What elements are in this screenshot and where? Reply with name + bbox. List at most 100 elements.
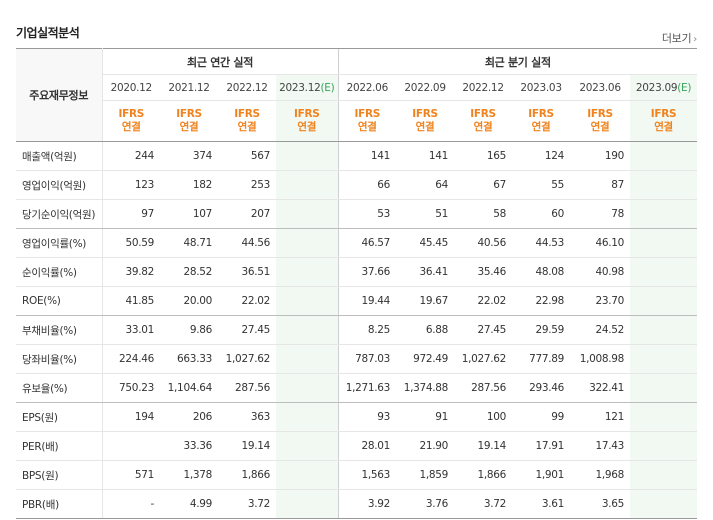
quarter-value-cell: 51: [396, 199, 455, 229]
quarter-value-cell: [630, 199, 698, 229]
annual-value-cell: 20.00: [160, 286, 218, 316]
quarter-value-cell: 45.45: [396, 228, 455, 258]
quarter-value-cell: 165: [454, 141, 513, 171]
quarter-value-cell: 36.41: [396, 257, 455, 287]
annual-value-cell: 9.86: [160, 315, 218, 345]
quarter-value-cell: 1,563: [337, 460, 397, 490]
table-row: BPS(원) 571 1,378 1,866 1,563 1,859 1,866 1,901 1…: [16, 460, 698, 490]
accounting-standard-header: IFRS 연결: [337, 100, 397, 142]
annual-value-cell: 50.59: [102, 228, 160, 258]
quarter-value-cell: [630, 257, 698, 287]
quarter-value-cell: 46.57: [337, 228, 397, 258]
quarter-period-header: 2023.03: [512, 74, 571, 101]
quarter-value-cell: 66: [337, 170, 397, 200]
quarter-period-header: 2022.12: [454, 74, 513, 101]
quarter-value-cell: 87: [570, 170, 631, 200]
quarter-value-cell: 1,027.62: [454, 344, 513, 374]
quarter-period-header: 2022.06: [337, 74, 397, 101]
quarter-value-cell: 293.46: [512, 373, 571, 403]
quarter-group-header: 최근 분기 실적: [337, 48, 698, 75]
table-row: PBR(배) -4.99 3.72 3.92 3.76 3.72 3.61 3.65: [16, 489, 698, 519]
quarter-value-cell: 29.59: [512, 315, 571, 345]
quarter-value-cell: 121: [570, 402, 631, 432]
quarter-value-cell: 93: [337, 402, 397, 432]
quarter-value-cell: 787.03: [337, 344, 397, 374]
quarter-value-cell: 28.01: [337, 431, 397, 461]
more-link[interactable]: 더보기 ›: [662, 30, 697, 46]
annual-value-cell: 363: [218, 402, 276, 432]
financial-summary-table: 주요재무정보 최근 연간 실적 최근 분기 실적 2020.12 2021.12 2…: [16, 48, 698, 519]
annual-period-header: 2020.12: [102, 74, 160, 101]
quarter-value-cell: 17.43: [570, 431, 631, 461]
table-row: 부채비율(%) 33.01 9.86 27.45 8.25 6.88 27.45 29.59 2…: [16, 315, 698, 345]
annual-value-cell: [276, 141, 339, 171]
annual-value-cell: 3.72: [218, 489, 276, 519]
section-title: 기업실적분석: [16, 26, 80, 40]
quarter-value-cell: 40.56: [454, 228, 513, 258]
row-label: 부채비율(%): [16, 315, 103, 345]
row-label: PBR(배): [16, 489, 103, 519]
quarter-value-cell: 46.10: [570, 228, 631, 258]
quarter-value-cell: 40.98: [570, 257, 631, 287]
quarter-value-cell: [630, 373, 698, 403]
row-label: 당기순이익(억원): [16, 199, 103, 229]
quarter-period-header: 2022.09: [396, 74, 455, 101]
annual-value-cell: [276, 286, 339, 316]
row-label: BPS(원): [16, 460, 103, 490]
quarter-value-cell: 37.66: [337, 257, 397, 287]
quarter-value-cell: 19.14: [454, 431, 513, 461]
quarter-value-cell: 100: [454, 402, 513, 432]
quarter-value-cell: 58: [454, 199, 513, 229]
row-label: 영업이익률(%): [16, 228, 103, 258]
quarter-value-cell: 972.49: [396, 344, 455, 374]
annual-value-cell: 567: [218, 141, 276, 171]
annual-value-cell: 41.85: [102, 286, 160, 316]
annual-value-cell: 244: [102, 141, 160, 171]
annual-value-cell: 39.82: [102, 257, 160, 287]
accounting-standard-header: IFRS 연결: [160, 100, 218, 142]
annual-value-cell: 27.45: [218, 315, 276, 345]
quarter-value-cell: 777.89: [512, 344, 571, 374]
annual-period-header: 2023.12(E): [276, 74, 339, 101]
table-row: 매출액(억원) 244 374 567 141 141 165 124 190: [16, 141, 698, 171]
quarter-value-cell: 190: [570, 141, 631, 171]
quarter-value-cell: 3.61: [512, 489, 571, 519]
quarter-value-cell: 141: [396, 141, 455, 171]
quarter-value-cell: 48.08: [512, 257, 571, 287]
annual-value-cell: 44.56: [218, 228, 276, 258]
chevron-right-icon: ›: [693, 34, 697, 45]
annual-value-cell: 33.01: [102, 315, 160, 345]
quarter-value-cell: 1,271.63: [337, 373, 397, 403]
quarter-value-cell: 1,866: [454, 460, 513, 490]
annual-value-cell: 207: [218, 199, 276, 229]
annual-value-cell: 194: [102, 402, 160, 432]
annual-value-cell: 36.51: [218, 257, 276, 287]
annual-value-cell: 33.36: [160, 431, 218, 461]
annual-value-cell: -: [102, 489, 160, 519]
row-label: PER(배): [16, 431, 103, 461]
annual-value-cell: [276, 315, 339, 345]
annual-value-cell: 1,027.62: [218, 344, 276, 374]
quarter-period-header: 2023.09(E): [630, 74, 698, 101]
accounting-standard-header: IFRS 연결: [276, 100, 339, 142]
quarter-value-cell: [630, 460, 698, 490]
annual-value-cell: 1,866: [218, 460, 276, 490]
quarter-value-cell: 78: [570, 199, 631, 229]
table-row: 유보율(%) 750.23 1,104.64 287.56 1,271.63 1,374.…: [16, 373, 698, 403]
table-row: 순이익률(%) 39.82 28.52 36.51 37.66 36.41 35.46 48.…: [16, 257, 698, 287]
quarter-value-cell: 22.98: [512, 286, 571, 316]
accounting-standard-header: IFRS 연결: [396, 100, 455, 142]
table-row: EPS(원) 194 206 363 93 91 100 99 121: [16, 402, 698, 432]
quarter-value-cell: 64: [396, 170, 455, 200]
quarter-value-cell: [630, 344, 698, 374]
accounting-standard-header: IFRS 연결: [102, 100, 160, 142]
annual-value-cell: 22.02: [218, 286, 276, 316]
accounting-standard-header: IFRS 연결: [570, 100, 631, 142]
quarter-value-cell: 22.02: [454, 286, 513, 316]
quarter-value-cell: 35.46: [454, 257, 513, 287]
quarter-value-cell: 1,008.98: [570, 344, 631, 374]
quarter-value-cell: 1,859: [396, 460, 455, 490]
quarter-value-cell: 67: [454, 170, 513, 200]
quarter-value-cell: 1,901: [512, 460, 571, 490]
annual-value-cell: 4.99: [160, 489, 218, 519]
